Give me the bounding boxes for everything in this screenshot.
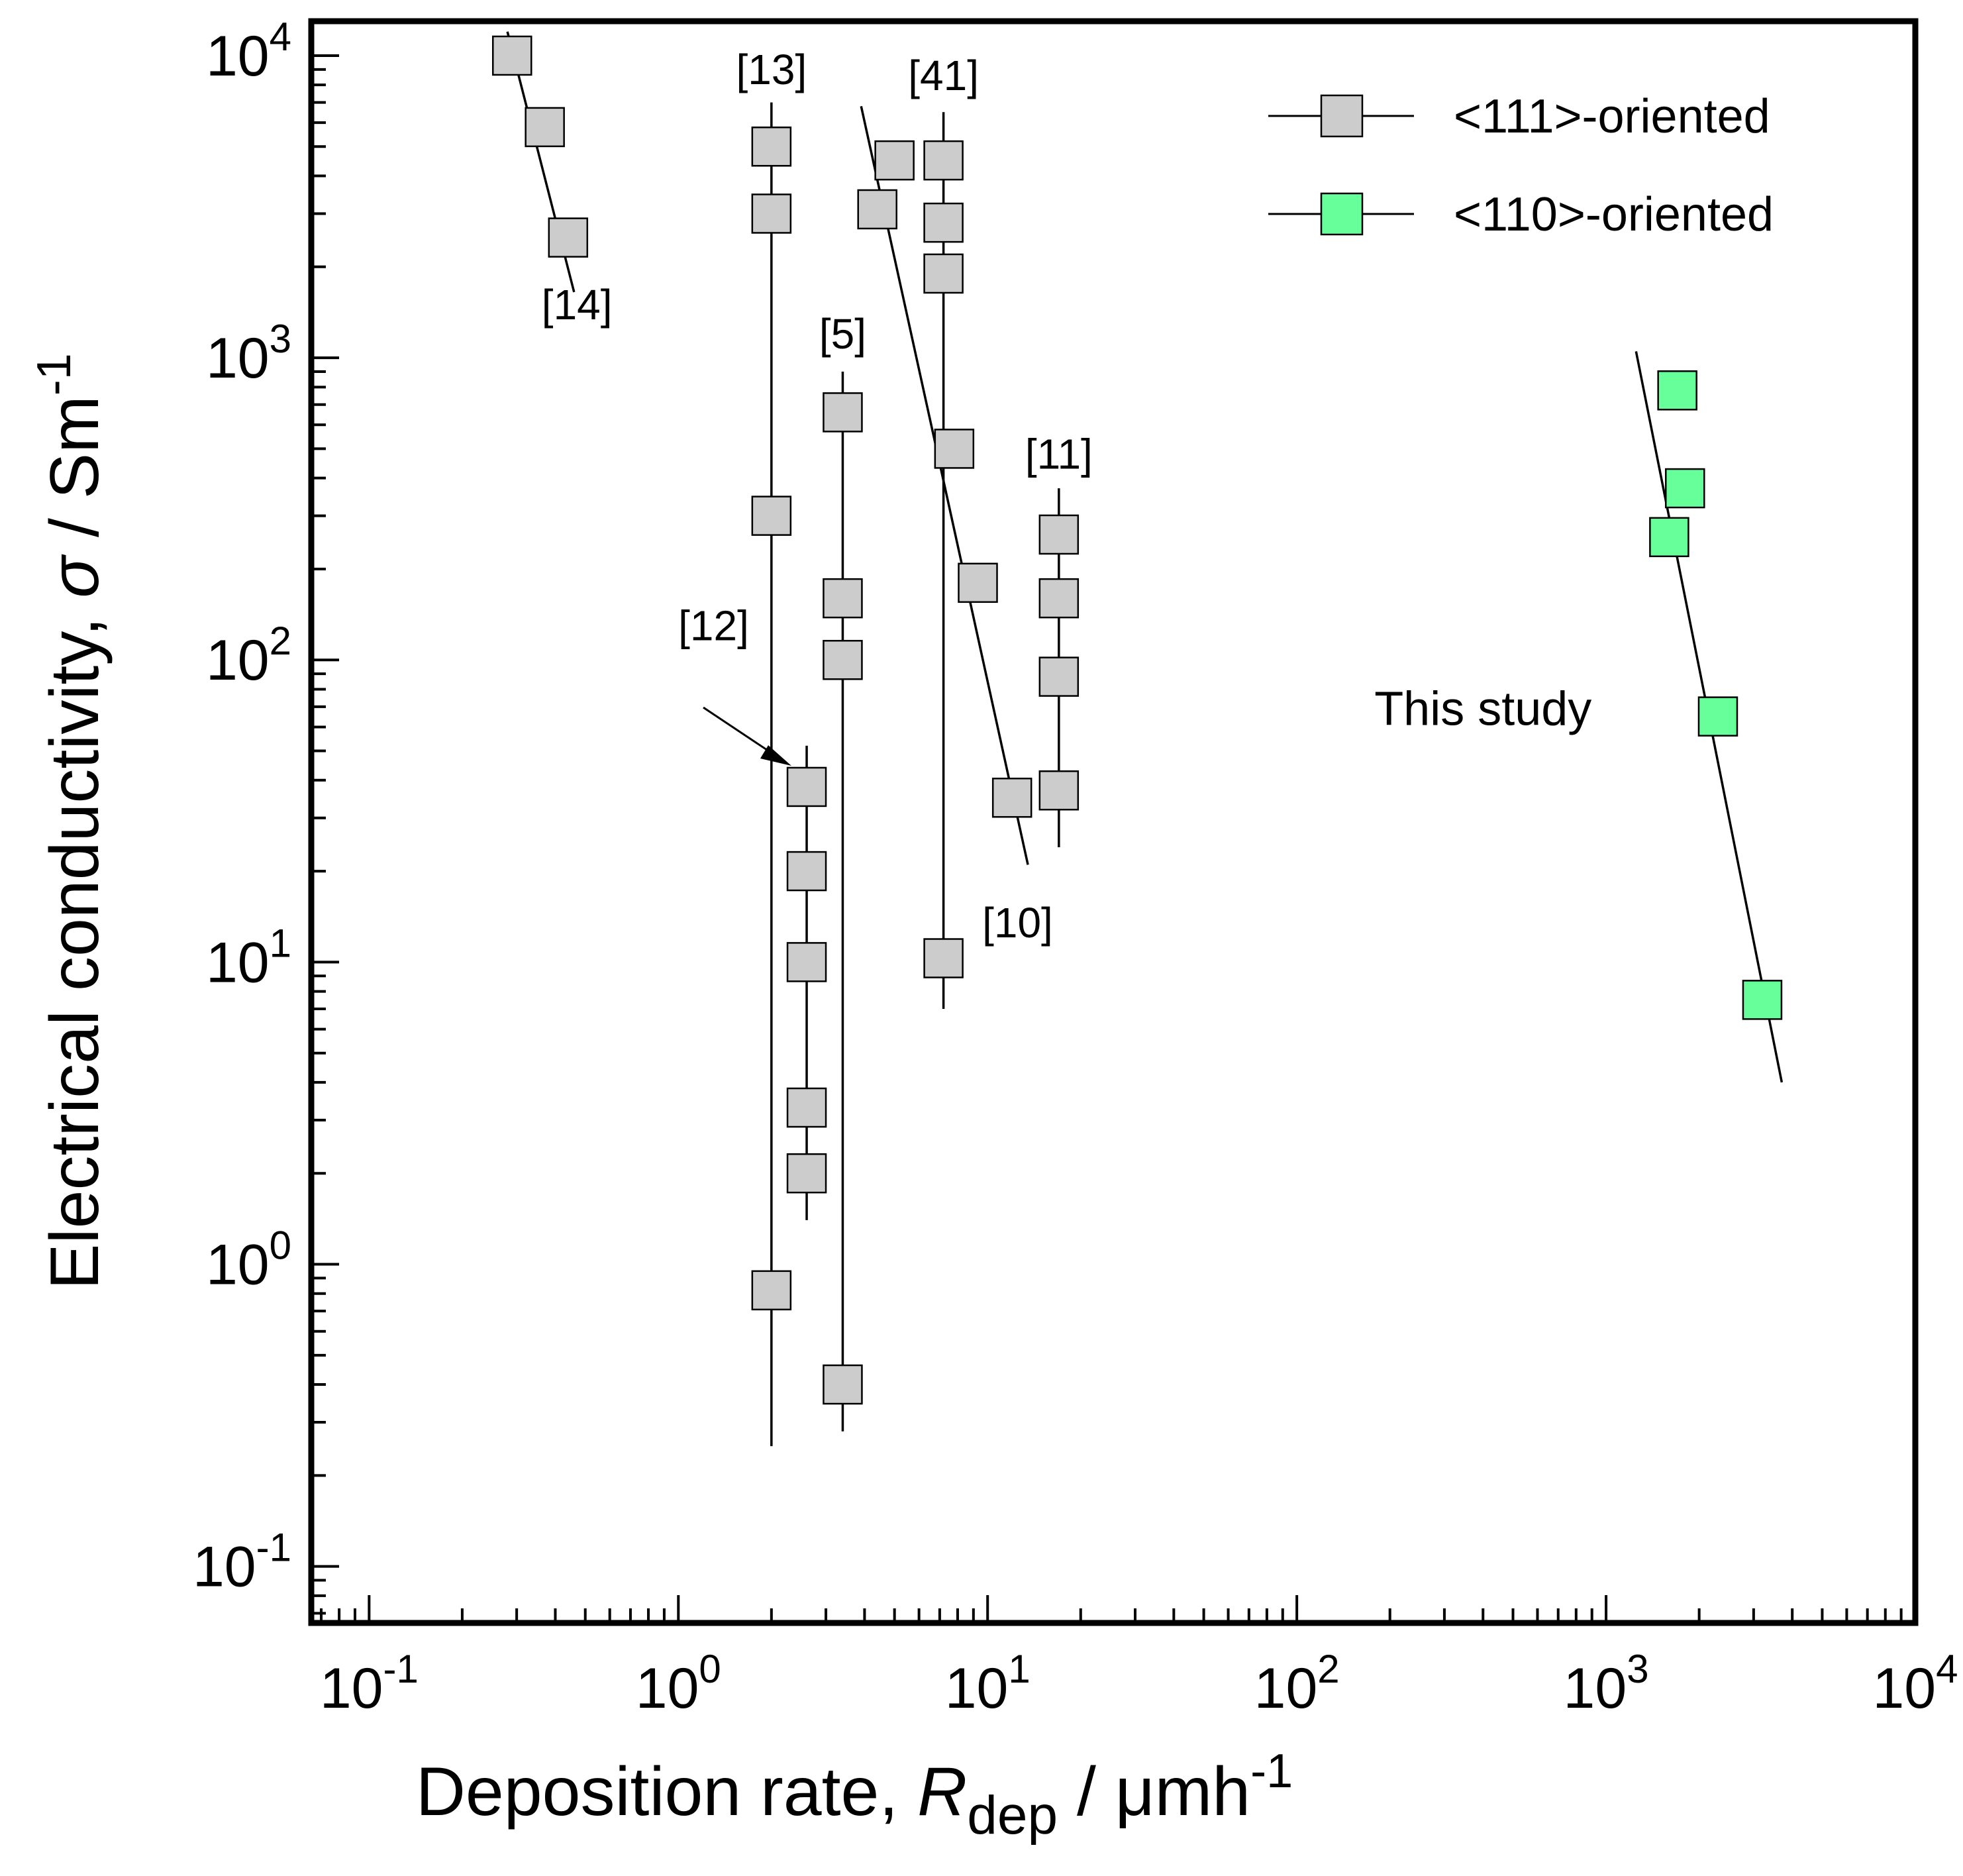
reference-label: [12] — [678, 601, 749, 649]
data-point — [786, 1153, 827, 1194]
data-markers — [492, 35, 1783, 1405]
data-point — [923, 140, 964, 181]
data-point — [991, 777, 1032, 818]
data-point — [751, 127, 792, 167]
data-point — [1697, 696, 1738, 737]
legend-label-110: <110>-oriented — [1454, 188, 1774, 241]
y-tick-label: 103 — [206, 317, 291, 390]
data-point — [1657, 370, 1697, 411]
data-point — [1665, 468, 1705, 509]
reference-12-arrow — [703, 706, 791, 766]
data-point — [823, 1364, 863, 1405]
data-point — [1649, 517, 1689, 558]
y-axis-title: Electrical conductivity, σ / Sm-1 — [28, 353, 113, 1290]
y-tick-label: 10-1 — [193, 1526, 291, 1599]
legend-marker-110 — [1320, 192, 1364, 236]
reference-labels: [14] [13] [12] [5] [41] [10] [11] This study — [542, 46, 1592, 947]
data-point — [786, 851, 827, 892]
reference-label: [11] — [1025, 431, 1093, 478]
data-point — [525, 107, 565, 148]
data-point — [934, 429, 975, 469]
reference-label: [10] — [982, 899, 1053, 947]
legend-marker-111 — [1320, 94, 1364, 138]
data-point — [786, 942, 827, 982]
data-point — [874, 140, 915, 181]
axis-tick-labels: 10-1 100 101 102 103 104 10-1 100 101 102 103 104 — [193, 15, 1958, 1720]
legend-item-110: <110>-oriented — [1268, 188, 1774, 241]
reference-label: [13] — [736, 46, 807, 93]
data-point — [1742, 980, 1783, 1020]
data-point — [786, 1087, 827, 1128]
x-tick-label: 102 — [1254, 1647, 1340, 1720]
data-point — [492, 35, 532, 76]
y-tick-label: 104 — [206, 15, 291, 88]
this-study-label: This study — [1374, 683, 1591, 736]
reference-label: [5] — [819, 310, 866, 358]
legend-item-111: <111>-oriented — [1268, 90, 1770, 143]
data-point — [823, 392, 863, 433]
data-point — [823, 578, 863, 619]
data-point — [923, 938, 964, 978]
y-tick-label: 102 — [206, 619, 291, 692]
fit-lines — [506, 31, 1784, 1447]
data-point — [751, 1270, 792, 1311]
x-axis-title: Deposition rate, Rdep / μmh-1 — [416, 1745, 1293, 1846]
legend: <111>-oriented <110>-oriented — [1268, 90, 1774, 241]
data-point — [923, 253, 964, 294]
x-tick-label: 104 — [1872, 1647, 1958, 1720]
data-point — [548, 217, 589, 258]
fit-line — [860, 105, 1029, 865]
data-point — [751, 193, 792, 234]
data-point — [1038, 770, 1080, 811]
y-tick-label: 100 — [206, 1224, 291, 1297]
x-tick-label: 100 — [636, 1647, 721, 1720]
y-tick-label: 101 — [206, 921, 291, 994]
data-point — [1038, 656, 1080, 697]
data-point — [857, 189, 897, 230]
data-point — [958, 562, 998, 603]
legend-label-111: <111>-oriented — [1454, 90, 1770, 143]
plot-frame — [308, 18, 1919, 1626]
data-point — [1038, 514, 1080, 555]
data-point — [823, 639, 863, 680]
x-tick-label: 101 — [945, 1647, 1031, 1720]
x-tick-label: 103 — [1564, 1647, 1649, 1720]
data-point — [786, 766, 827, 808]
data-point — [751, 495, 792, 536]
data-point — [923, 202, 964, 243]
data-point — [1038, 578, 1080, 619]
x-tick-label: 10-1 — [320, 1647, 419, 1720]
reference-label: [14] — [542, 281, 613, 329]
reference-label: [41] — [908, 52, 979, 99]
